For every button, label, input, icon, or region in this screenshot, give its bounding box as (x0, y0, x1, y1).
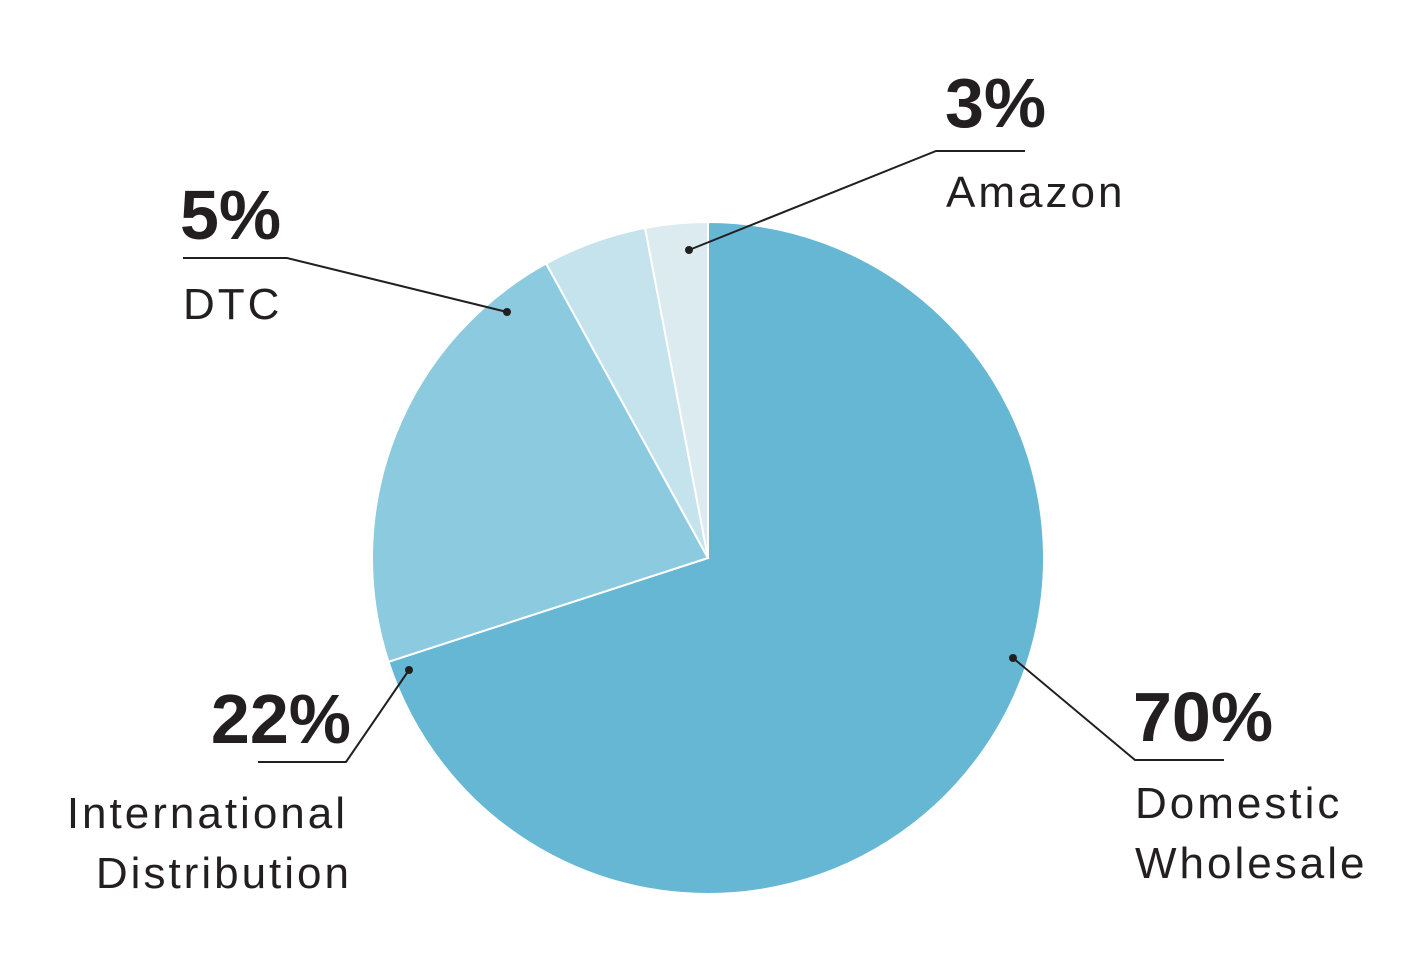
slice-label-amazon: Amazon (946, 168, 1125, 217)
value-label-amazon: 3% (945, 64, 1046, 142)
value-label-domestic-wholesale: 70% (1133, 678, 1273, 756)
callout-international-distribution: 22% International Distribution (67, 666, 413, 898)
pie-slice-amazon (643, 220, 709, 559)
pie-slice-domestic-wholesale (387, 220, 1045, 895)
callout-leader-international-distribution (258, 669, 410, 763)
value-label-dtc: 5% (180, 176, 281, 254)
callout-leader-amazon (688, 150, 1025, 251)
pie-slices (371, 220, 1045, 895)
slice-label-domestic-wholesale-line2: Wholesale (1135, 839, 1367, 888)
value-label-international-distribution: 22% (211, 680, 351, 758)
slice-label-domestic-wholesale-line1: Domestic (1135, 779, 1342, 828)
pie-slice-international-distribution (371, 262, 710, 664)
slice-label-international-distribution-line1: International (67, 789, 348, 838)
slice-label-international-distribution-line2: Distribution (96, 849, 352, 898)
callout-amazon: 3% Amazon (685, 64, 1125, 254)
callout-dtc: 5% DTC (180, 176, 511, 329)
callout-leader-domestic-wholesale (1012, 657, 1224, 761)
callout-leader-dtc (183, 257, 508, 313)
callout-domestic-wholesale: 70% Domestic Wholesale (1009, 654, 1367, 888)
slice-label-dtc: DTC (183, 280, 282, 329)
